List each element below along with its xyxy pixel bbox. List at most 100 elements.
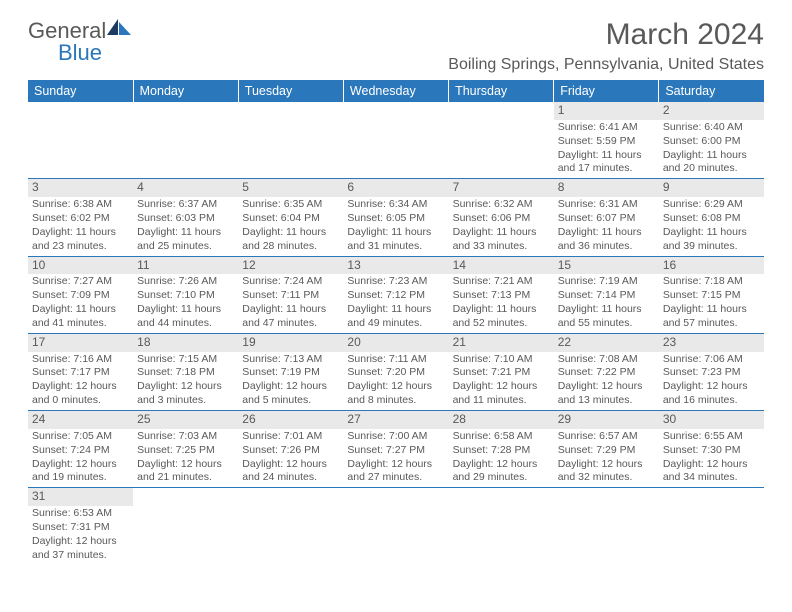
- day-number: 28: [449, 411, 554, 429]
- day-number: 22: [554, 334, 659, 352]
- calendar-cell: 21Sunrise: 7:10 AMSunset: 7:21 PMDayligh…: [449, 333, 554, 410]
- day-number: 3: [28, 179, 133, 197]
- day-details: Sunrise: 7:18 AMSunset: 7:15 PMDaylight:…: [659, 275, 764, 332]
- day-details: Sunrise: 6:53 AMSunset: 7:31 PMDaylight:…: [28, 507, 133, 564]
- day-number: 27: [343, 411, 448, 429]
- day-number: 2: [659, 102, 764, 120]
- day-details: Sunrise: 6:37 AMSunset: 6:03 PMDaylight:…: [133, 198, 238, 255]
- day-number: 24: [28, 411, 133, 429]
- calendar-cell: 27Sunrise: 7:00 AMSunset: 7:27 PMDayligh…: [343, 411, 448, 488]
- day-number: 25: [133, 411, 238, 429]
- calendar-cell: [554, 488, 659, 565]
- calendar-cell: [238, 488, 343, 565]
- calendar-cell: 9Sunrise: 6:29 AMSunset: 6:08 PMDaylight…: [659, 179, 764, 256]
- calendar-cell: 10Sunrise: 7:27 AMSunset: 7:09 PMDayligh…: [28, 256, 133, 333]
- calendar-cell: 5Sunrise: 6:35 AMSunset: 6:04 PMDaylight…: [238, 179, 343, 256]
- day-details: Sunrise: 6:55 AMSunset: 7:30 PMDaylight:…: [659, 430, 764, 487]
- calendar-table: SundayMondayTuesdayWednesdayThursdayFrid…: [28, 80, 764, 565]
- day-details: Sunrise: 7:13 AMSunset: 7:19 PMDaylight:…: [238, 353, 343, 410]
- day-details: Sunrise: 7:21 AMSunset: 7:13 PMDaylight:…: [449, 275, 554, 332]
- calendar-cell: 22Sunrise: 7:08 AMSunset: 7:22 PMDayligh…: [554, 333, 659, 410]
- brand-part2: Blue: [58, 40, 102, 66]
- calendar-cell: 13Sunrise: 7:23 AMSunset: 7:12 PMDayligh…: [343, 256, 448, 333]
- day-details: Sunrise: 6:40 AMSunset: 6:00 PMDaylight:…: [659, 121, 764, 178]
- day-number: 18: [133, 334, 238, 352]
- calendar-cell: [343, 102, 448, 179]
- day-number: 12: [238, 257, 343, 275]
- calendar-cell: 14Sunrise: 7:21 AMSunset: 7:13 PMDayligh…: [449, 256, 554, 333]
- day-header: Thursday: [449, 80, 554, 102]
- calendar-cell: 24Sunrise: 7:05 AMSunset: 7:24 PMDayligh…: [28, 411, 133, 488]
- day-details: Sunrise: 7:15 AMSunset: 7:18 PMDaylight:…: [133, 353, 238, 410]
- day-number: 31: [28, 488, 133, 506]
- day-details: Sunrise: 7:24 AMSunset: 7:11 PMDaylight:…: [238, 275, 343, 332]
- calendar-cell: 8Sunrise: 6:31 AMSunset: 6:07 PMDaylight…: [554, 179, 659, 256]
- day-details: Sunrise: 7:06 AMSunset: 7:23 PMDaylight:…: [659, 353, 764, 410]
- day-details: Sunrise: 7:01 AMSunset: 7:26 PMDaylight:…: [238, 430, 343, 487]
- calendar-cell: 15Sunrise: 7:19 AMSunset: 7:14 PMDayligh…: [554, 256, 659, 333]
- day-details: Sunrise: 7:23 AMSunset: 7:12 PMDaylight:…: [343, 275, 448, 332]
- calendar-cell: 31Sunrise: 6:53 AMSunset: 7:31 PMDayligh…: [28, 488, 133, 565]
- day-number: 19: [238, 334, 343, 352]
- calendar-cell: 30Sunrise: 6:55 AMSunset: 7:30 PMDayligh…: [659, 411, 764, 488]
- calendar-cell: 28Sunrise: 6:58 AMSunset: 7:28 PMDayligh…: [449, 411, 554, 488]
- day-number: 11: [133, 257, 238, 275]
- day-number: 1: [554, 102, 659, 120]
- day-details: Sunrise: 6:57 AMSunset: 7:29 PMDaylight:…: [554, 430, 659, 487]
- day-details: Sunrise: 7:27 AMSunset: 7:09 PMDaylight:…: [28, 275, 133, 332]
- day-details: Sunrise: 7:03 AMSunset: 7:25 PMDaylight:…: [133, 430, 238, 487]
- day-details: Sunrise: 7:08 AMSunset: 7:22 PMDaylight:…: [554, 353, 659, 410]
- day-header: Tuesday: [238, 80, 343, 102]
- day-header: Saturday: [659, 80, 764, 102]
- day-number: 8: [554, 179, 659, 197]
- day-details: Sunrise: 7:10 AMSunset: 7:21 PMDaylight:…: [449, 353, 554, 410]
- calendar-cell: 20Sunrise: 7:11 AMSunset: 7:20 PMDayligh…: [343, 333, 448, 410]
- day-number: 6: [343, 179, 448, 197]
- day-details: Sunrise: 7:26 AMSunset: 7:10 PMDaylight:…: [133, 275, 238, 332]
- day-details: Sunrise: 7:11 AMSunset: 7:20 PMDaylight:…: [343, 353, 448, 410]
- calendar-cell: 4Sunrise: 6:37 AMSunset: 6:03 PMDaylight…: [133, 179, 238, 256]
- month-title: March 2024: [448, 18, 764, 52]
- day-header: Wednesday: [343, 80, 448, 102]
- day-number: 9: [659, 179, 764, 197]
- day-details: Sunrise: 6:32 AMSunset: 6:06 PMDaylight:…: [449, 198, 554, 255]
- calendar-cell: 11Sunrise: 7:26 AMSunset: 7:10 PMDayligh…: [133, 256, 238, 333]
- calendar-cell: [449, 102, 554, 179]
- calendar-cell: 26Sunrise: 7:01 AMSunset: 7:26 PMDayligh…: [238, 411, 343, 488]
- calendar-cell: [28, 102, 133, 179]
- day-header: Sunday: [28, 80, 133, 102]
- calendar-cell: 6Sunrise: 6:34 AMSunset: 6:05 PMDaylight…: [343, 179, 448, 256]
- calendar-cell: 1Sunrise: 6:41 AMSunset: 5:59 PMDaylight…: [554, 102, 659, 179]
- day-details: Sunrise: 6:58 AMSunset: 7:28 PMDaylight:…: [449, 430, 554, 487]
- day-details: Sunrise: 6:38 AMSunset: 6:02 PMDaylight:…: [28, 198, 133, 255]
- day-number: 5: [238, 179, 343, 197]
- day-number: 15: [554, 257, 659, 275]
- calendar-cell: [133, 102, 238, 179]
- calendar-cell: [343, 488, 448, 565]
- calendar-cell: 25Sunrise: 7:03 AMSunset: 7:25 PMDayligh…: [133, 411, 238, 488]
- day-details: Sunrise: 7:16 AMSunset: 7:17 PMDaylight:…: [28, 353, 133, 410]
- calendar-cell: [659, 488, 764, 565]
- calendar-cell: 17Sunrise: 7:16 AMSunset: 7:17 PMDayligh…: [28, 333, 133, 410]
- location-subtitle: Boiling Springs, Pennsylvania, United St…: [448, 56, 764, 74]
- day-number: 21: [449, 334, 554, 352]
- day-number: 26: [238, 411, 343, 429]
- day-number: 17: [28, 334, 133, 352]
- day-number: 10: [28, 257, 133, 275]
- calendar-cell: [449, 488, 554, 565]
- calendar-cell: 7Sunrise: 6:32 AMSunset: 6:06 PMDaylight…: [449, 179, 554, 256]
- day-details: Sunrise: 6:41 AMSunset: 5:59 PMDaylight:…: [554, 121, 659, 178]
- day-details: Sunrise: 7:05 AMSunset: 7:24 PMDaylight:…: [28, 430, 133, 487]
- day-number: 23: [659, 334, 764, 352]
- day-number: 4: [133, 179, 238, 197]
- calendar-cell: [133, 488, 238, 565]
- calendar-cell: 3Sunrise: 6:38 AMSunset: 6:02 PMDaylight…: [28, 179, 133, 256]
- calendar-cell: 23Sunrise: 7:06 AMSunset: 7:23 PMDayligh…: [659, 333, 764, 410]
- day-header: Monday: [133, 80, 238, 102]
- day-header: Friday: [554, 80, 659, 102]
- day-number: 29: [554, 411, 659, 429]
- calendar-cell: 16Sunrise: 7:18 AMSunset: 7:15 PMDayligh…: [659, 256, 764, 333]
- day-details: Sunrise: 7:00 AMSunset: 7:27 PMDaylight:…: [343, 430, 448, 487]
- day-details: Sunrise: 6:31 AMSunset: 6:07 PMDaylight:…: [554, 198, 659, 255]
- day-number: 16: [659, 257, 764, 275]
